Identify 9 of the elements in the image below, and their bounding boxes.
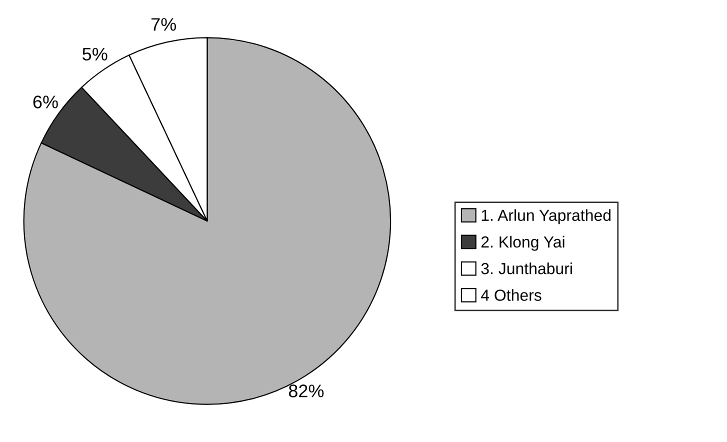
legend-label: 4 Others — [481, 289, 542, 301]
legend-label: 3. Junthaburi — [481, 262, 572, 274]
data-label: 82% — [288, 384, 324, 398]
pie-slice — [23, 37, 392, 405]
data-label: 5% — [82, 48, 108, 61]
legend-label: 2. Klong Yai — [481, 236, 564, 251]
data-label: 6% — [33, 96, 58, 108]
legend-label: 1. Arlun Yaprathed — [482, 209, 610, 224]
data-label: 7% — [151, 18, 176, 31]
